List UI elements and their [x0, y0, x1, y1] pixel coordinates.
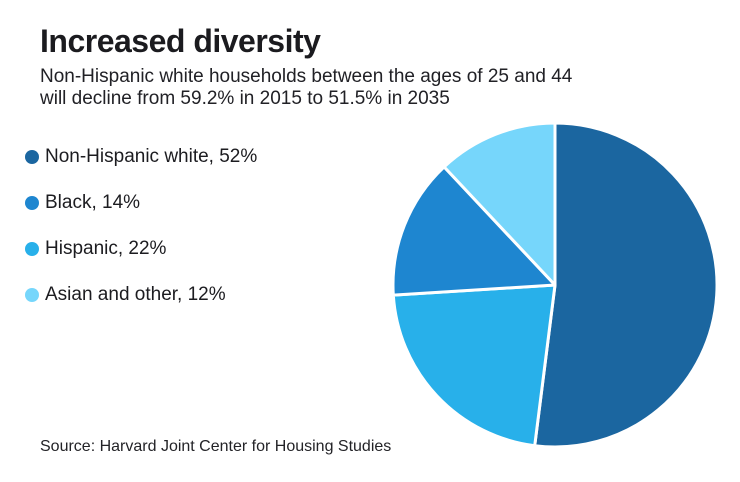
legend-item-black: Black, 14% [25, 191, 257, 215]
legend-bullet-icon [25, 288, 39, 302]
pie-slice-asian-and-other [442, 121, 557, 287]
chart-title: Increased diversity [40, 23, 321, 59]
chart-header: Increased diversity Non-Hispanic white h… [40, 23, 700, 110]
legend-item-hispanic: Hispanic, 22% [25, 237, 257, 261]
legend-bullet-icon [25, 150, 39, 164]
chart-subtitle-line2: will decline from 59.2% in 2015 to 51.5%… [40, 88, 450, 110]
legend: Non-Hispanic white, 52% Black, 14% Hispani… [25, 145, 257, 307]
pie-slice-black [391, 165, 557, 297]
legend-label: Hispanic, 22% [45, 238, 167, 259]
legend-label: Black, 14% [45, 192, 141, 213]
legend-label: Asian and other, 12% [45, 284, 226, 305]
chart-subtitle: Non-Hispanic white households between th… [40, 66, 700, 110]
pie-slice-non-hispanic-white [533, 121, 719, 449]
legend-item-non-hispanic-white: Non-Hispanic white, 52% [25, 145, 257, 169]
pie-slice-hispanic [391, 283, 557, 448]
legend-item-asian-and-other: Asian and other, 12% [25, 283, 257, 307]
legend-label: Non-Hispanic white, 52% [45, 146, 258, 167]
legend-bullet-icon [25, 196, 39, 210]
source-note: Source: Harvard Joint Center for Housing… [40, 438, 392, 455]
legend-bullet-icon [25, 242, 39, 256]
chart-subtitle-line1: Non-Hispanic white households between th… [40, 66, 573, 88]
